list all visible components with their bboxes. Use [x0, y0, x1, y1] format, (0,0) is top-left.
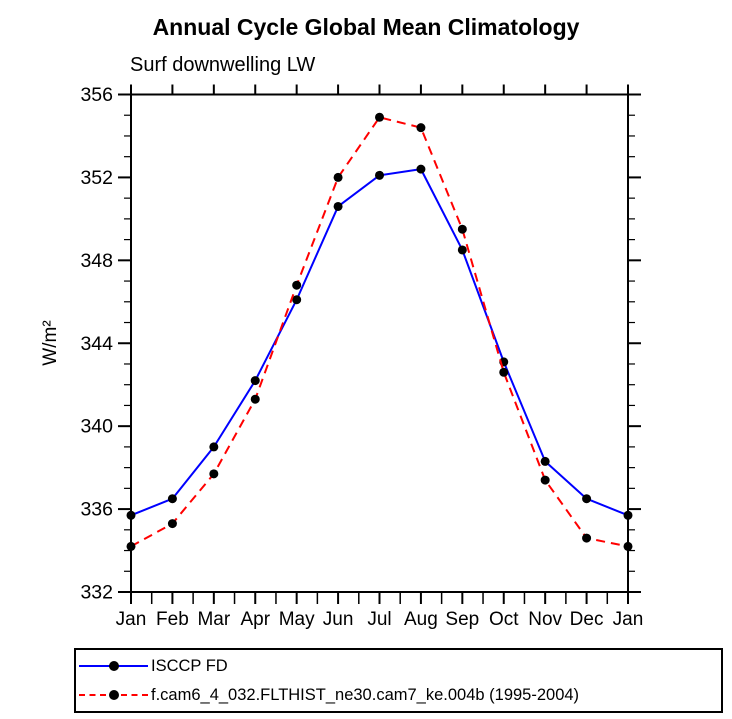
data-point-marker [126, 510, 136, 520]
data-point-marker [209, 442, 219, 452]
legend-solid-line-icon [79, 661, 148, 671]
data-point-marker [416, 123, 426, 133]
variable-subtitle: Surf downwelling LW [130, 54, 316, 76]
data-point-marker [167, 494, 177, 504]
data-point-marker [126, 541, 136, 551]
legend-box: ISCCP FD f.cam6_4_032.FLTHIST_ne30.cam7_… [74, 648, 723, 713]
data-point-marker [540, 456, 550, 466]
legend-marker-dot-icon [109, 661, 119, 671]
x-tick-label: Dec [570, 609, 604, 630]
x-tick-label: Aug [404, 609, 438, 630]
y-tick-label: 336 [80, 499, 113, 521]
y-tick-label: 344 [80, 333, 113, 355]
y-tick-label: 348 [80, 250, 113, 272]
data-point-marker [167, 519, 177, 529]
data-point-marker [623, 510, 633, 520]
data-point-marker [333, 201, 343, 211]
legend-label-obs: ISCCP FD [151, 656, 228, 675]
y-tick-label: 340 [80, 416, 113, 438]
series-line-0 [130, 168, 629, 517]
legend-label-model: f.cam6_4_032.FLTHIST_ne30.cam7_ke.004b (… [151, 685, 580, 704]
data-point-marker [375, 170, 384, 180]
legend-dashed-line-icon [79, 690, 148, 700]
data-point-marker [209, 469, 219, 479]
y-tick-label: 356 [80, 84, 113, 106]
plot-frame [130, 93, 629, 593]
data-point-marker [457, 245, 467, 255]
data-point-marker [375, 112, 384, 122]
data-point-marker [499, 367, 509, 377]
x-tick-label: Oct [489, 609, 519, 630]
y-tick-label: 352 [80, 167, 113, 189]
y-axis-title: W/m² [40, 320, 61, 365]
x-tick-label: Mar [197, 609, 230, 630]
x-tick-label: Jan [116, 609, 147, 630]
data-point-marker [457, 224, 467, 234]
data-point-marker [582, 533, 592, 543]
data-point-marker [582, 494, 592, 504]
legend-item-obs: ISCCP FD [79, 654, 721, 678]
page-title: Annual Cycle Global Mean Climatology [152, 14, 580, 40]
x-tick-label: Feb [156, 609, 189, 630]
data-point-marker [416, 164, 426, 174]
series-line-1 [130, 116, 629, 548]
legend-item-model: f.cam6_4_032.FLTHIST_ne30.cam7_ke.004b (… [79, 683, 721, 707]
x-tick-label: Jan [613, 609, 644, 630]
y-tick-label: 332 [80, 582, 113, 604]
legend-marker-dot-icon [109, 690, 119, 700]
x-tick-label: May [279, 609, 315, 630]
data-point-marker [250, 376, 260, 386]
x-tick-label: Jul [367, 609, 391, 630]
data-point-marker [540, 475, 550, 485]
x-tick-label: Jun [323, 609, 354, 630]
data-point-marker [292, 280, 302, 290]
data-point-marker [250, 394, 260, 404]
data-point-marker [292, 295, 302, 305]
x-tick-label: Apr [240, 609, 270, 630]
x-tick-label: Nov [528, 609, 562, 630]
data-point-marker [623, 541, 633, 551]
data-point-marker [333, 172, 343, 182]
x-tick-label: Sep [445, 609, 479, 630]
